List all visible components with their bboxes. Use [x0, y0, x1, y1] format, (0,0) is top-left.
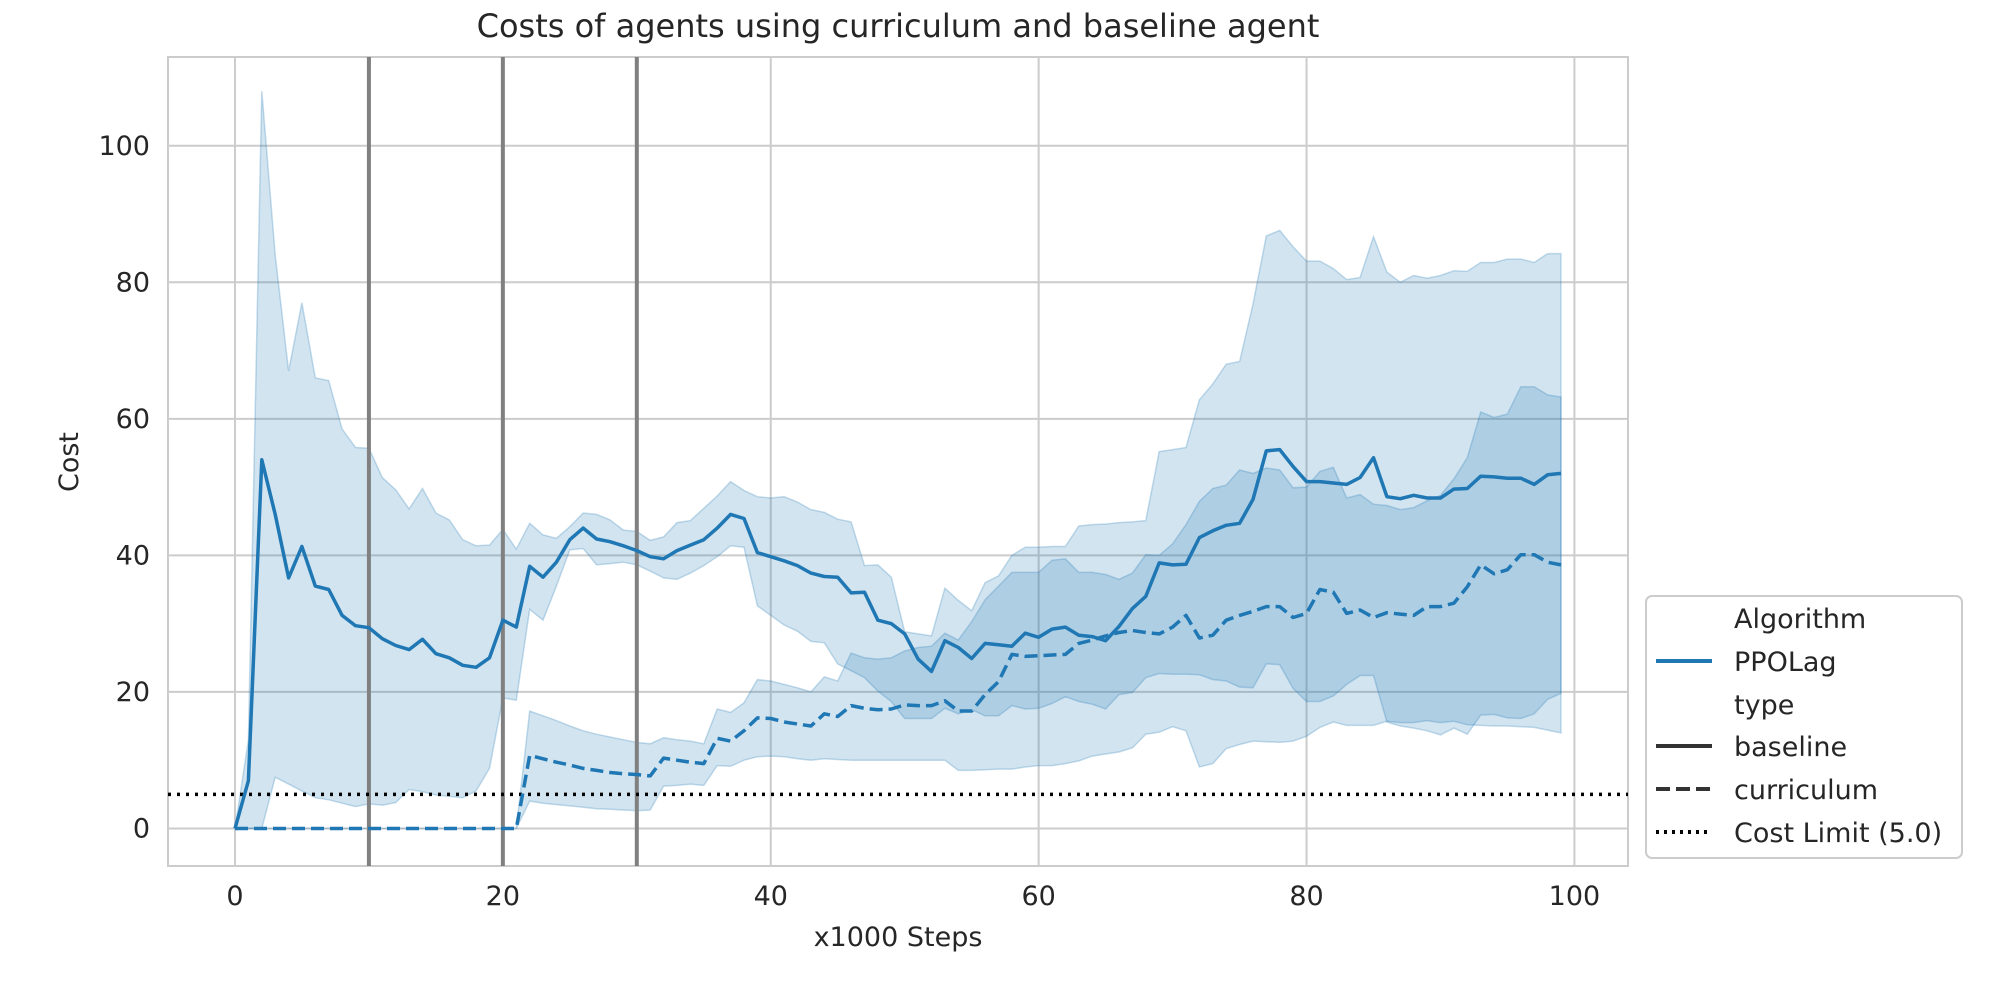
curriculum-stage-lines [366, 57, 639, 866]
legend-label-cost-limit: Cost Limit (5.0) [1734, 818, 1942, 849]
plot-frame [167, 56, 1629, 867]
curriculum-line [235, 552, 1562, 831]
legend-box [1645, 595, 1963, 859]
legend-label-baseline: baseline [1734, 732, 1847, 763]
y-tick-label: 0 [133, 813, 150, 844]
x-axis-ticks: 0 20 40 60 80 100 [226, 881, 1600, 912]
y-tick-label: 80 [116, 267, 150, 298]
y-tick-label: 20 [116, 677, 150, 708]
legend-title-algorithm: Algorithm [1734, 604, 1866, 635]
x-tick-label: 80 [1289, 881, 1323, 912]
y-axis-label: Cost [54, 432, 85, 492]
y-tick-label: 60 [116, 404, 150, 435]
y-tick-label: 100 [98, 131, 150, 162]
legend-label-ppolag: PPOLag [1734, 647, 1837, 678]
x-tick-label: 0 [226, 881, 243, 912]
chart-title: Costs of agents using curriculum and bas… [477, 7, 1320, 45]
x-axis-label: x1000 Steps [814, 922, 983, 953]
y-axis-ticks: 0 20 40 60 80 100 [98, 131, 150, 845]
x-tick-label: 20 [486, 881, 520, 912]
curriculum-ci-band [235, 385, 1562, 830]
x-tick-label: 60 [1021, 881, 1055, 912]
baseline-line [233, 447, 1562, 829]
series-lines [233, 447, 1562, 831]
y-tick-label: 40 [116, 540, 150, 571]
legend-label-curriculum: curriculum [1734, 775, 1878, 806]
plot-area [167, 56, 1629, 867]
x-tick-label: 100 [1549, 881, 1601, 912]
legend-title-type: type [1734, 690, 1794, 721]
legend: Algorithm PPOLag type baseline curriculu… [1645, 595, 1963, 859]
x-tick-label: 40 [754, 881, 788, 912]
